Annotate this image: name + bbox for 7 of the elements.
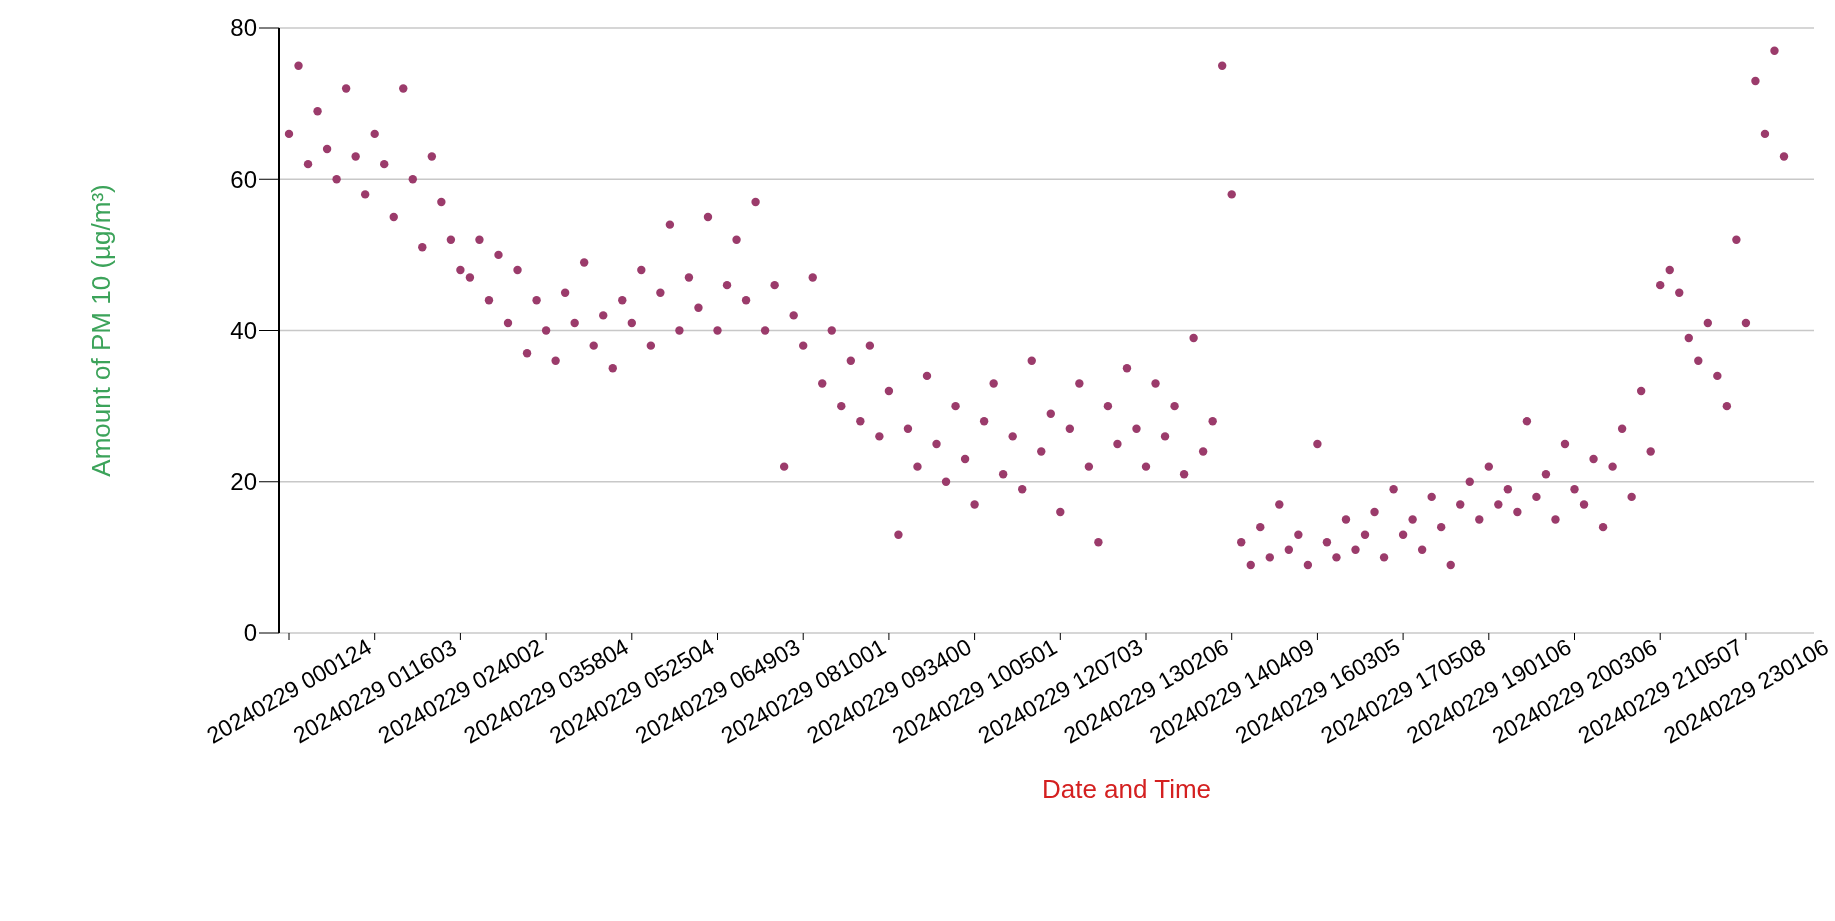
- x-axis-title: Date and Time: [1041, 774, 1212, 804]
- y-tick-label: 40: [230, 316, 257, 344]
- y-tick-label: 0: [243, 619, 257, 647]
- y-axis-title: Amount of PM 10 (µg/m³): [86, 184, 116, 477]
- y-tick-label: 20: [230, 468, 257, 496]
- y-tick-label: 80: [230, 14, 257, 42]
- y-tick-label: 60: [230, 165, 257, 193]
